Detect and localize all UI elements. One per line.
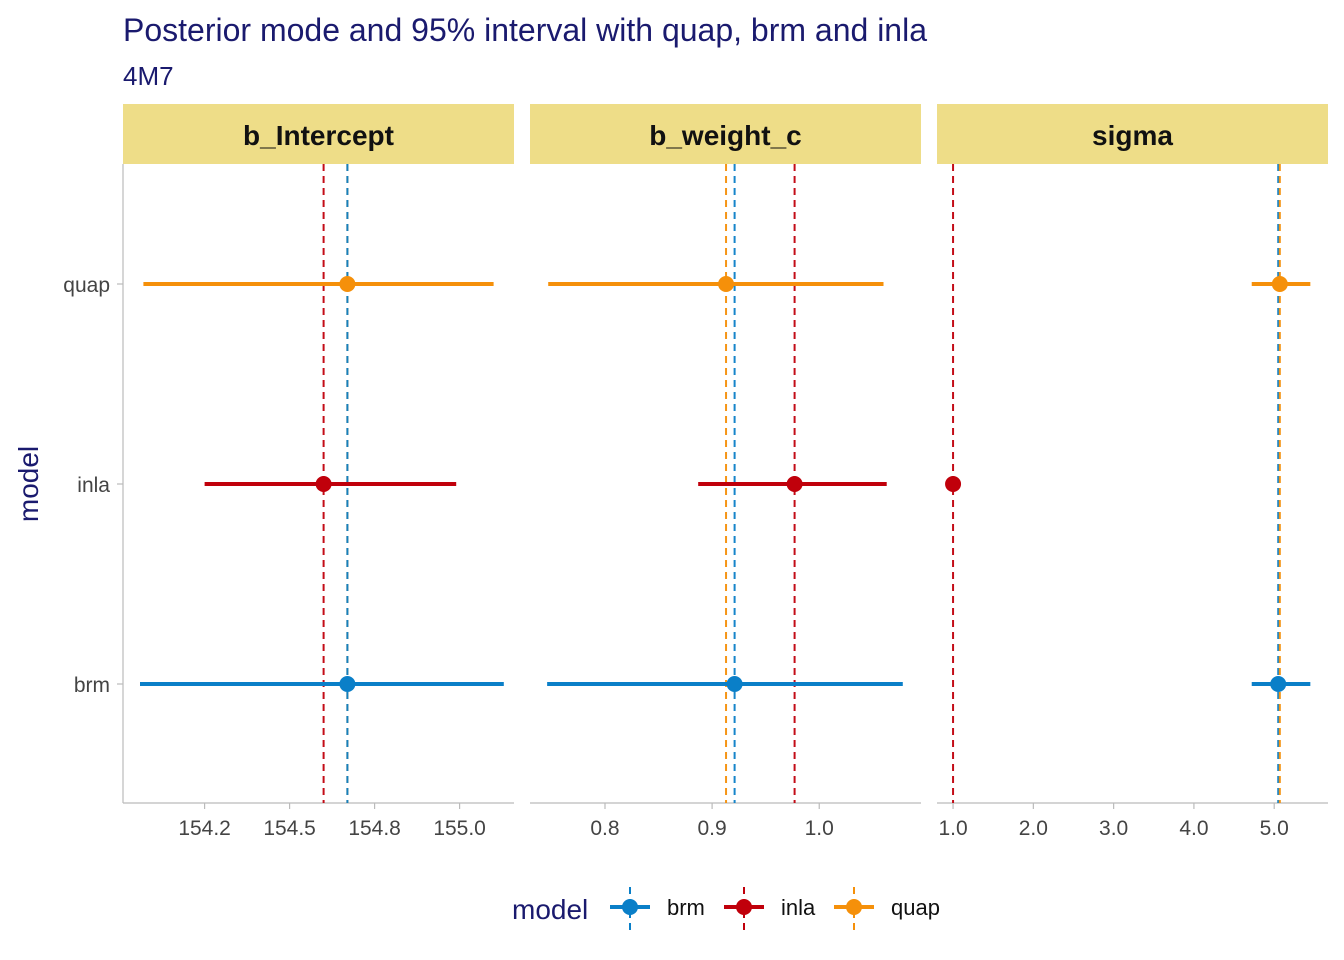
point-quap [339, 276, 356, 292]
x-tick-label: 154.5 [263, 817, 316, 840]
strip-label: b_Intercept [243, 120, 394, 151]
panel-b_weight_c: b_weight_c 0.8 0.9 1.0 [530, 104, 921, 840]
legend-key-point [846, 899, 862, 915]
strip-label: sigma [1092, 120, 1173, 151]
panels: b_Intercept 154.2 154.5 154.8 155.0 b_weight_… [122, 104, 1328, 840]
legend-label: inla [781, 895, 816, 920]
legend-key-point [622, 899, 638, 915]
x-tick-label: 4.0 [1179, 817, 1208, 840]
chart-subtitle: 4M7 [123, 61, 174, 91]
point-quap [718, 276, 735, 292]
legend-item-brm: brm [610, 887, 705, 931]
x-tick-label: 2.0 [1019, 817, 1048, 840]
legend-label: quap [891, 895, 940, 920]
x-tick-label: 154.2 [178, 817, 231, 840]
x-tick-label: 5.0 [1260, 817, 1289, 840]
y-tick-label: brm [74, 674, 110, 697]
chart-title: Posterior mode and 95% interval with qua… [123, 12, 927, 48]
panel-b_Intercept: b_Intercept 154.2 154.5 154.8 155.0 [122, 104, 514, 840]
point-inla [786, 476, 803, 492]
legend-item-inla: inla [724, 887, 816, 931]
x-tick-label: 1.0 [938, 817, 967, 840]
strip-background [937, 104, 1328, 164]
x-tick-label: 1.0 [805, 817, 834, 840]
y-tick-label: quap [63, 274, 110, 297]
point-inla [315, 476, 332, 492]
x-tick-label: 0.9 [698, 817, 727, 840]
legend-item-quap: quap [834, 887, 940, 931]
legend-label: brm [667, 895, 705, 920]
point-brm [1270, 676, 1287, 692]
legend-title: model [512, 894, 588, 925]
x-tick-label: 154.8 [348, 817, 401, 840]
legend: model brm inla quap [512, 887, 940, 931]
strip-background [530, 104, 921, 164]
strip-label: b_weight_c [649, 120, 801, 151]
x-tick-label: 155.0 [433, 817, 486, 840]
x-tick-label: 0.8 [590, 817, 619, 840]
panel-sigma: sigma 1.0 2.0 3.0 4.0 5.0 [937, 104, 1328, 840]
x-tick-label: 3.0 [1099, 817, 1128, 840]
point-inla [945, 476, 962, 492]
strip-background [123, 104, 514, 164]
legend-key-point [736, 899, 752, 915]
y-axis-title: model [13, 446, 44, 522]
point-brm [339, 676, 356, 692]
y-tick-label: inla [77, 474, 110, 497]
y-axis: quap inla brm [63, 274, 123, 697]
point-quap [1271, 276, 1288, 292]
point-brm [726, 676, 743, 692]
